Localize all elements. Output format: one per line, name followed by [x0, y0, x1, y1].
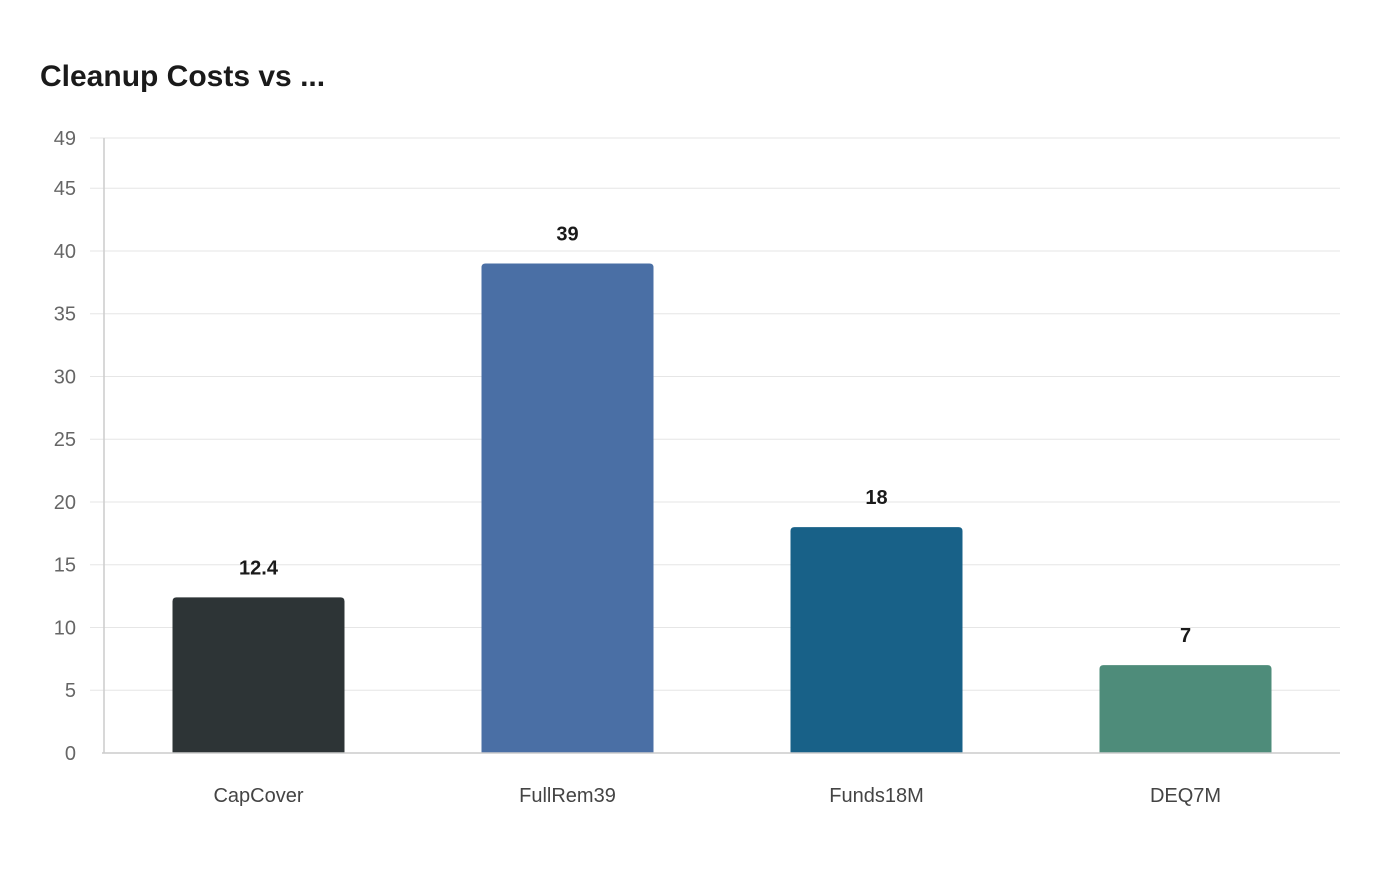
x-tick-label: Funds18M — [829, 785, 924, 807]
bar — [172, 597, 345, 753]
y-tick-label: 5 — [65, 680, 76, 702]
bar-value-label: 18 — [865, 487, 887, 509]
y-tick-label: 30 — [54, 366, 76, 388]
bars — [172, 263, 1272, 753]
bar — [790, 527, 963, 753]
y-tick-label: 20 — [54, 492, 76, 514]
bar-value-label: 7 — [1180, 625, 1191, 647]
y-tick-label: 10 — [54, 617, 76, 639]
y-tick-label: 40 — [54, 241, 76, 263]
y-tick-label: 0 — [65, 743, 76, 765]
bar-value-label: 12.4 — [239, 557, 279, 579]
value-labels: 12.4 39 18 7 — [239, 224, 1191, 648]
bar — [1099, 665, 1272, 753]
y-axis-ticks: 0 5 10 15 20 25 30 35 40 45 49 — [54, 128, 76, 765]
x-tick-label: DEQ7M — [1150, 785, 1221, 807]
x-tick-label: CapCover — [213, 785, 303, 807]
y-tick-label: 45 — [54, 178, 76, 200]
chart-title: Cleanup Costs vs ... — [40, 60, 326, 93]
x-tick-label: FullRem39 — [519, 785, 616, 807]
grid-lines — [90, 137, 1340, 691]
y-tick-label: 25 — [54, 429, 76, 451]
y-tick-label: 49 — [54, 128, 76, 150]
x-axis-ticks: CapCover FullRem39 Funds18M DEQ7M — [213, 785, 1221, 807]
y-tick-label: 35 — [54, 304, 76, 326]
y-tick-label: 15 — [54, 555, 76, 577]
bar — [481, 263, 654, 753]
bar-value-label: 39 — [556, 224, 578, 246]
